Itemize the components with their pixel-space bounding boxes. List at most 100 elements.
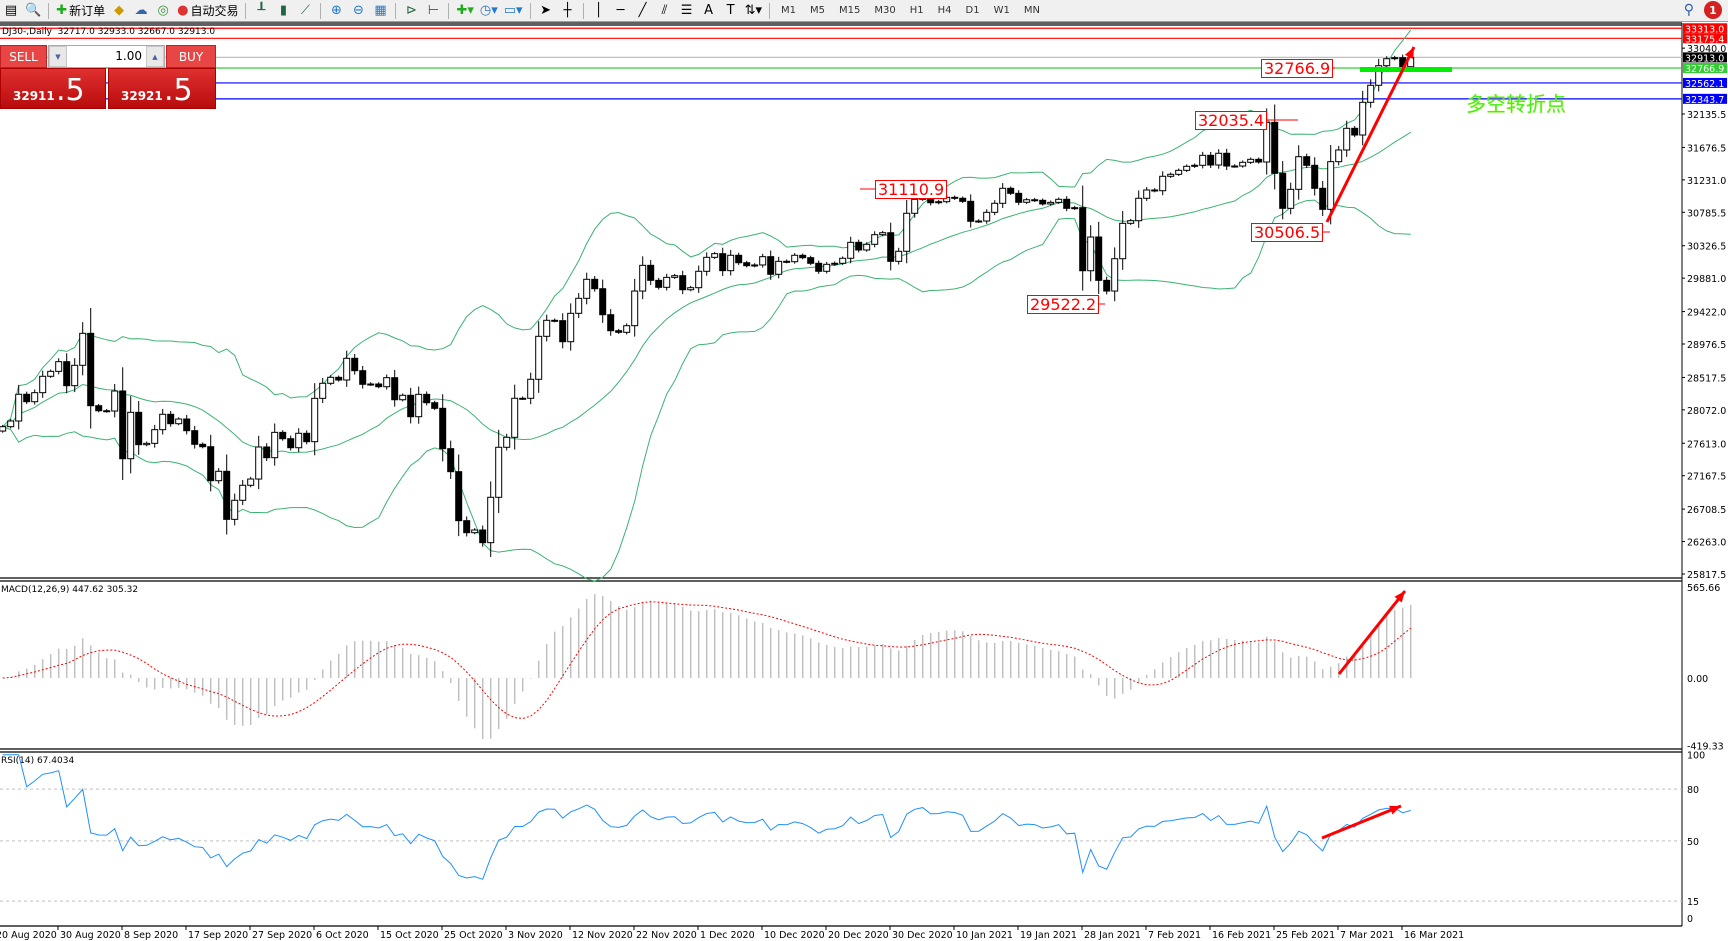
price-annotation[interactable]: 30506.5 xyxy=(1251,223,1324,242)
sell-price-button[interactable]: 32911 .5 xyxy=(0,68,106,109)
horizontal-line-icon[interactable]: ─ xyxy=(616,3,625,18)
candle-body xyxy=(279,431,287,440)
candlestick-chart-icon[interactable]: ▮ xyxy=(279,3,288,18)
candle-body xyxy=(175,418,183,425)
timeframe-mn[interactable]: MN xyxy=(1023,5,1040,16)
candle-body xyxy=(639,264,647,292)
timeframe-m15[interactable]: M15 xyxy=(839,5,861,16)
buy-button[interactable]: BUY xyxy=(166,45,216,68)
sell-button[interactable]: SELL xyxy=(0,45,47,68)
line-chart-icon[interactable]: ⟋ xyxy=(300,3,311,18)
candle-body xyxy=(311,397,319,443)
signals-icon[interactable]: ◎ xyxy=(157,3,169,18)
search-icon[interactable]: ⚲ xyxy=(1683,2,1694,18)
new-order-button[interactable]: ✚ 新订单 xyxy=(56,3,106,18)
candle-body xyxy=(1087,236,1095,272)
price-annotation[interactable]: 32766.9 xyxy=(1261,59,1334,78)
arrows-icon[interactable]: ⇅▾ xyxy=(744,3,762,18)
candle-body xyxy=(1023,199,1031,203)
bar-chart-icon[interactable]: ┸ xyxy=(257,3,266,18)
price-tick-label: 29881.0 xyxy=(1687,274,1726,285)
timeframe-h1[interactable]: H1 xyxy=(909,5,924,16)
date-tick-label: 3 Nov 2020 xyxy=(508,930,563,941)
vertical-line-icon[interactable]: │ xyxy=(594,3,603,18)
candle-body xyxy=(583,278,591,299)
lot-size-input[interactable]: 1.00 xyxy=(115,49,142,63)
date-tick-label: 20 Dec 2020 xyxy=(828,930,889,941)
candle-body xyxy=(7,420,15,428)
candle-body xyxy=(223,470,231,520)
candle-body xyxy=(975,220,983,223)
turning-point-text: 多空转折点 xyxy=(1466,92,1566,116)
macd-trend-arrow-head xyxy=(1394,591,1405,603)
templates-icon[interactable]: ▭▾ xyxy=(503,3,523,18)
equidistant-channel-icon[interactable]: ⫽ xyxy=(661,3,668,18)
timeframe-h4[interactable]: H4 xyxy=(937,5,952,16)
cursor-icon[interactable]: ➤ xyxy=(540,3,552,18)
text-label-icon[interactable]: T xyxy=(726,3,735,18)
trendline-icon[interactable]: ╱ xyxy=(638,3,647,18)
candle-body xyxy=(199,443,207,448)
price-annotation[interactable]: 32035.4 xyxy=(1195,111,1268,130)
data-window-icon[interactable]: ☁ xyxy=(134,3,148,18)
crosshair-icon[interactable]: ┼ xyxy=(563,3,572,18)
zoom-preview-icon[interactable]: 🔍 xyxy=(25,3,42,18)
turning-point-zone xyxy=(1360,67,1452,72)
candle-body xyxy=(207,446,215,482)
rsi-trend-arrow xyxy=(1321,804,1402,840)
date-tick-label: 10 Jan 2021 xyxy=(956,930,1013,941)
candle-body xyxy=(911,198,919,214)
date-tick-label: 25 Oct 2020 xyxy=(444,930,503,941)
timeframe-m30[interactable]: M30 xyxy=(874,5,896,16)
candle-body xyxy=(135,411,143,446)
timeframe-d1[interactable]: D1 xyxy=(965,5,980,16)
lot-size-stepper[interactable]: ▼ 1.00 ▲ xyxy=(48,45,165,68)
increase-lot-button[interactable]: ▲ xyxy=(146,46,164,67)
tile-windows-icon[interactable]: ▦ xyxy=(374,3,387,18)
candle-body xyxy=(287,438,295,449)
chart-shift-icon[interactable]: ⊢ xyxy=(427,3,440,18)
autoscroll-icon[interactable]: ⊳ xyxy=(406,3,417,18)
candle-body xyxy=(1135,197,1143,222)
bollinger-upper xyxy=(2,29,1412,428)
macd-axis-label: 0.00 xyxy=(1687,674,1708,685)
indicators-icon[interactable]: ✚▾ xyxy=(456,3,474,18)
price-tick-label: 33040.0 xyxy=(1687,44,1726,55)
candle-body xyxy=(599,288,607,316)
text-icon[interactable]: A xyxy=(704,3,714,18)
price-level-label: 32766.9 xyxy=(1685,64,1724,75)
candle-body xyxy=(743,262,751,267)
candle-body xyxy=(1351,127,1359,136)
candle-body xyxy=(847,241,855,259)
price-annotation[interactable]: 31110.9 xyxy=(875,180,948,199)
candle-body xyxy=(1255,158,1263,163)
notification-badge[interactable]: 1 xyxy=(1704,1,1722,19)
price-level-box xyxy=(1683,63,1727,74)
price-level-label: 32562.1 xyxy=(1685,79,1724,90)
candle-body xyxy=(823,263,831,272)
candle-body xyxy=(495,446,503,498)
candle-body xyxy=(775,260,783,275)
decrease-lot-button[interactable]: ▼ xyxy=(49,46,67,67)
buy-price-fraction: .5 xyxy=(164,73,193,108)
candle-body xyxy=(1231,165,1239,168)
timeframe-m1[interactable]: M1 xyxy=(781,5,796,16)
zoom-in-icon[interactable]: ⊕ xyxy=(331,3,342,18)
periods-icon[interactable]: ◷▾ xyxy=(479,3,498,18)
price-annotation[interactable]: 29522.2 xyxy=(1027,295,1100,314)
candle-body xyxy=(983,211,991,222)
candle-body xyxy=(903,212,911,252)
market-watch-icon[interactable]: ◆ xyxy=(114,3,125,18)
date-tick-label: 27 Sep 2020 xyxy=(252,930,312,941)
auto-trading-button[interactable]: ● 自动交易 xyxy=(177,3,239,18)
new-chart-icon[interactable]: ▤ xyxy=(4,3,18,18)
fibonacci-icon[interactable]: ☰ xyxy=(680,3,693,18)
zoom-out-icon[interactable]: ⊖ xyxy=(353,3,364,18)
candle-body xyxy=(1143,189,1151,199)
candle-body xyxy=(615,330,623,333)
timeframe-w1[interactable]: W1 xyxy=(993,5,1010,16)
timeframe-m5[interactable]: M5 xyxy=(810,5,825,16)
auto-trading-icon: ● xyxy=(177,3,189,18)
buy-price-button[interactable]: 32921 .5 xyxy=(108,68,216,109)
